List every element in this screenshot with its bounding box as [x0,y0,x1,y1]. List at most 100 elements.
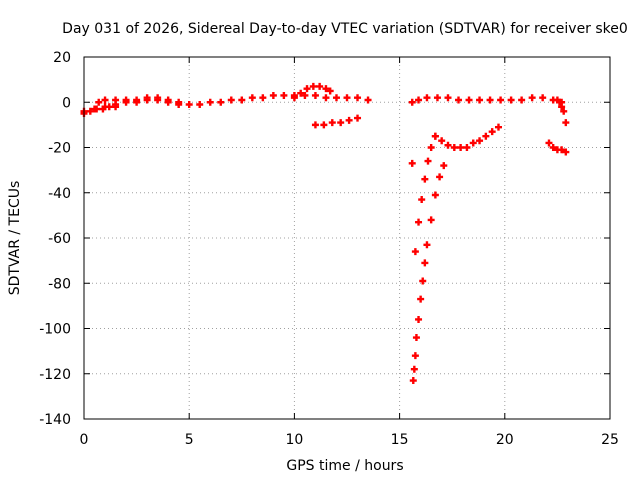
data-point [427,216,435,224]
data-point [309,82,317,90]
data-point [411,248,419,256]
data-point [322,94,330,102]
data-point [185,101,193,109]
data-point [476,96,484,104]
data-point [259,94,267,102]
data-point [364,96,372,104]
data-point [497,96,505,104]
data-point [444,141,452,149]
data-point [423,241,431,249]
data-point [112,96,120,104]
data-point [423,94,431,102]
data-point [311,91,319,99]
data-point [463,144,471,151]
data-series [545,139,570,156]
data-point [562,119,570,127]
y-tick-label: -100 [39,322,71,338]
y-tick-label: -120 [39,367,71,383]
data-point [424,157,432,165]
data-point [408,98,416,106]
x-tick-label: 10 [285,432,303,448]
data-point [143,94,151,102]
x-axis-label: GPS time / hours [286,458,403,474]
data-point [558,146,566,154]
data-point [345,116,353,124]
data-point [556,98,563,106]
data-point [436,173,444,181]
data-point [455,96,463,104]
data-point [488,128,496,136]
grid-lines [84,57,610,419]
data-point [175,98,183,106]
data-point [465,96,473,104]
data-series [95,94,183,106]
data-point [549,144,557,151]
data-point [297,89,305,97]
y-tick-label: -80 [48,276,71,292]
data-point [427,144,435,151]
data-point [303,85,311,93]
data-point [558,103,566,111]
y-tick-label: 20 [53,50,71,66]
data-point [419,277,427,285]
data-point [438,137,446,145]
data-point [354,114,362,122]
data-point [545,139,553,147]
data-point [560,107,568,115]
data-point [409,377,417,385]
data-point [411,352,419,360]
data-point [238,96,246,104]
data-point [444,94,452,102]
data-point [431,132,439,140]
data-point [93,105,101,113]
data-point [421,259,429,267]
x-tick-label: 25 [601,432,619,448]
data-point [95,98,103,106]
y-tick-label: 0 [62,95,71,111]
axis-ticks: -140 -120 -100 -80 -60 -40 -20 0 20 0 5 10 15 20 25 [39,50,619,448]
data-point [320,121,328,129]
y-tick-label: -140 [39,412,71,428]
plot-frame [83,56,611,420]
data-point [112,103,120,111]
data-point [227,96,235,104]
data-series [80,91,372,115]
data-point [101,103,109,111]
data-point [408,159,416,167]
data-point [280,91,288,99]
data-point [433,94,441,102]
y-tick-label: -40 [48,186,71,202]
data-point [418,196,426,204]
x-tick-label: 0 [80,432,89,448]
data-point [133,96,141,104]
data-point [431,191,439,199]
x-tick-label: 15 [391,432,409,448]
data-point [412,334,420,342]
data-point [450,144,458,151]
data-point [311,121,319,129]
y-tick-label: -20 [48,141,71,157]
data-point [99,105,107,113]
data-point [539,94,547,102]
chart-title: Day 031 of 2026, Sidereal Day-to-day VTE… [62,21,628,37]
data-point [122,96,130,104]
data-point [248,94,256,102]
data-point [549,96,557,104]
data-series [290,82,334,102]
data-series [431,123,502,151]
data-point [440,162,448,170]
data-point [486,96,494,104]
data-point [101,96,109,104]
data-point [332,94,340,102]
data-point [164,96,172,104]
data-point [269,91,277,99]
data-point [337,119,345,127]
x-tick-label: 5 [185,432,194,448]
data-points [80,82,570,385]
data-point [469,139,477,147]
data-point [328,119,336,127]
data-point [415,96,423,104]
data-point [290,94,298,102]
data-point [86,107,94,115]
x-tick-label: 20 [496,432,514,448]
